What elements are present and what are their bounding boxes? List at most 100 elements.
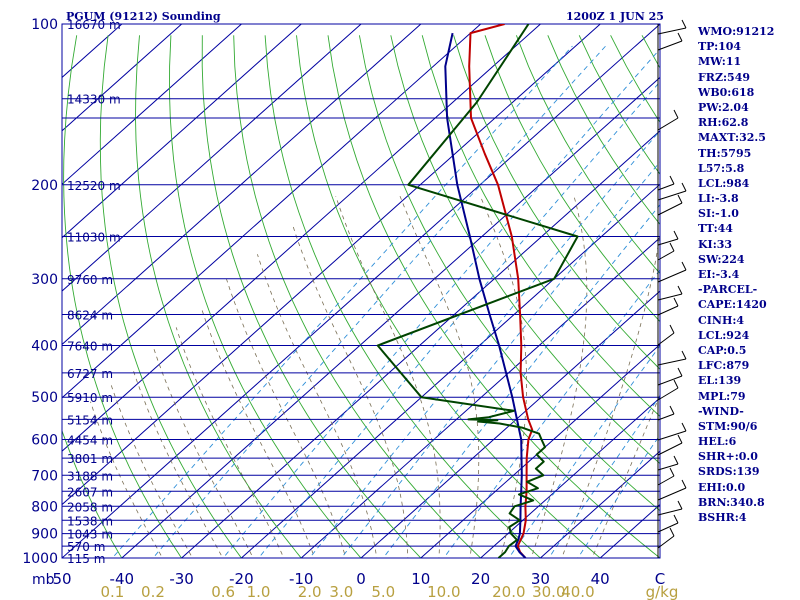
dry-adiabat-line	[135, 35, 302, 558]
isotherm-line	[62, 24, 482, 399]
profile-line	[376, 24, 579, 558]
height-label: 1043 m	[67, 528, 113, 542]
moist-adiabat-line	[561, 230, 660, 558]
temperature-tick-label: 50	[52, 570, 71, 588]
profile-line	[468, 24, 534, 558]
height-label: 5154 m	[67, 413, 113, 427]
wind-barb	[657, 430, 687, 441]
moist-adiabat-line	[131, 367, 224, 558]
moist-adiabat-line	[530, 195, 588, 558]
temperature-unit-label: C	[655, 570, 665, 588]
mixing-ratio-tick-label: 30.0	[532, 583, 565, 600]
temperature-tick-label: -10	[289, 570, 314, 588]
isotherm-line	[62, 24, 601, 506]
index-item: SRDS:139	[698, 465, 760, 479]
isotherm-line	[62, 24, 660, 558]
wind-barb	[657, 463, 679, 471]
pressure-tick-label: 200	[31, 178, 58, 194]
index-item: MW:11	[698, 55, 742, 69]
wind-barb	[657, 250, 675, 261]
mixing-ratio-line	[258, 81, 660, 558]
dry-adiabat-line	[62, 429, 123, 558]
index-item: LCL:984	[698, 176, 750, 190]
height-label: 2607 m	[67, 485, 113, 499]
wind-barb	[657, 358, 687, 366]
isotherm-line	[62, 24, 422, 346]
mixing-ratio-line	[548, 395, 660, 558]
wind-barb-flag	[677, 32, 683, 42]
pressure-tick-label: 900	[31, 527, 58, 543]
wind-barb	[657, 535, 675, 549]
wind-barb-flag	[681, 479, 687, 489]
index-item: -PARCEL-	[698, 283, 758, 297]
wind-barb	[657, 305, 679, 316]
wind-barb-flag	[673, 297, 679, 307]
moist-adiabat-line	[200, 307, 316, 558]
wind-barb	[657, 117, 679, 131]
mixing-ratio-tick-label: 0.1	[100, 583, 124, 600]
wind-barb	[657, 442, 683, 456]
plot-frame	[61, 23, 661, 559]
mixing-ratio-line	[382, 204, 660, 558]
dry-adiabat-line	[453, 35, 660, 370]
dry-adiabat-line	[169, 35, 362, 558]
index-item: LI:-3.8	[698, 192, 739, 206]
index-item: CAPE:1420	[698, 298, 767, 312]
index-item: SW:224	[698, 252, 745, 266]
wind-barb	[657, 202, 683, 216]
wind-barb	[657, 487, 687, 501]
height-label: 8624 m	[67, 309, 113, 323]
wind-barbs	[657, 19, 687, 558]
pressure-tick-label: 700	[31, 468, 58, 484]
mixing-ratio-line	[443, 269, 660, 558]
wind-barb-flag	[681, 350, 687, 360]
wind-barb-flag	[681, 422, 687, 432]
mixing-ratio-line	[309, 129, 660, 558]
wind-barb	[657, 269, 687, 283]
mixing-ratio-line	[152, 45, 606, 558]
wind-barb-flag	[669, 324, 675, 334]
wind-barb-flag	[677, 285, 683, 295]
moist-adiabat-line	[110, 382, 193, 558]
pressure-tick-label: 400	[31, 339, 58, 355]
wind-barb-flag	[669, 175, 675, 185]
index-item: CAP:0.5	[698, 343, 747, 357]
height-label: 16670 m	[67, 18, 121, 32]
dry-adiabat-line	[421, 35, 660, 418]
wind-barb	[657, 293, 683, 301]
temperature-tick-label: 40	[591, 570, 610, 588]
index-item: SHR+:0.0	[698, 450, 758, 464]
mixing-ratio-line	[111, 45, 573, 558]
dry-adiabat-line	[296, 35, 601, 558]
isotherm-line	[360, 290, 660, 558]
wind-barb	[657, 238, 679, 246]
height-label: 1538 m	[67, 514, 113, 528]
height-label: 4454 m	[67, 434, 113, 448]
moist-adiabat-line	[152, 345, 254, 558]
wind-barb-flag	[673, 455, 679, 465]
moist-adiabat-line	[591, 393, 660, 558]
mixing-ratio-tick-label: 5.0	[371, 583, 395, 600]
pressure-axis-label: mb	[32, 572, 55, 588]
mixing-ratio-line	[508, 344, 660, 558]
wind-barb-flag	[673, 379, 679, 389]
wind-barb	[657, 387, 679, 401]
wind-barb-flag	[677, 500, 683, 510]
moist-adiabat-line	[257, 254, 378, 558]
index-item: CINH:4	[698, 313, 745, 327]
profiles	[376, 24, 579, 558]
dry-adiabat-line	[233, 35, 482, 558]
pressure-tick-label: 600	[31, 433, 58, 449]
height-label: 7640 m	[67, 340, 113, 354]
index-item: LFC:879	[698, 359, 750, 373]
index-item: WMO:91212	[698, 25, 775, 38]
height-label: 115 m	[67, 552, 105, 566]
index-item: L57:5.8	[698, 161, 745, 175]
pressure-tick-label: 800	[31, 499, 58, 515]
index-item: HEL:6	[698, 435, 737, 449]
profile-line	[444, 32, 527, 558]
height-label: 6727 m	[67, 367, 113, 381]
index-item: EHI:0.0	[698, 480, 746, 494]
index-item: PW:2.04	[698, 100, 749, 114]
dry-adiabat-line	[99, 35, 242, 558]
